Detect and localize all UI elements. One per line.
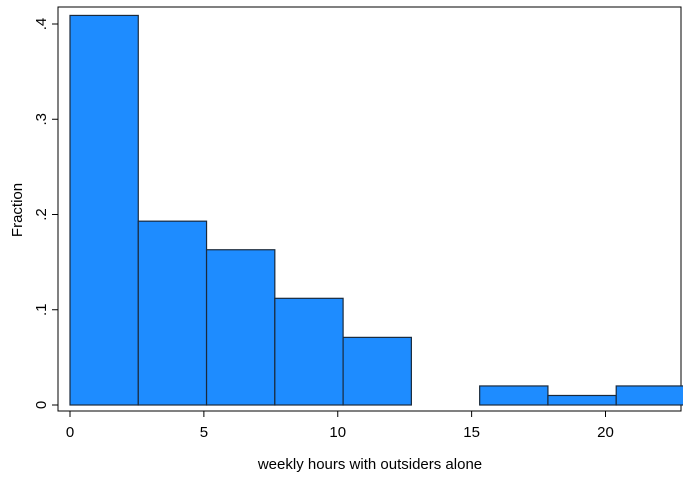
histogram-bar-7 <box>615 385 683 406</box>
y-tick-label: .3 <box>33 113 50 126</box>
bars-group <box>69 14 683 406</box>
histogram-bar-4 <box>342 336 412 406</box>
histogram-bar-0 <box>69 14 139 406</box>
x-tick-label: 5 <box>200 424 208 441</box>
histogram-bar-2 <box>205 249 276 406</box>
x-tick-label: 15 <box>463 424 480 441</box>
x-axis-title: weekly hours with outsiders alone <box>257 456 482 473</box>
x-axis: 0 5 10 15 20 <box>66 411 614 441</box>
histogram-bar-5 <box>479 385 549 406</box>
x-tick-label: 20 <box>597 424 614 441</box>
histogram-bar-6 <box>547 394 617 406</box>
y-tick-label: .1 <box>33 303 50 316</box>
histogram-bar-1 <box>137 220 208 406</box>
histogram-bar-3 <box>274 297 344 406</box>
y-tick-label: .4 <box>33 18 50 31</box>
y-axis: 0 .1 .2 .3 .4 <box>33 18 58 409</box>
x-tick-label: 0 <box>66 424 74 441</box>
y-axis-title: Fraction <box>9 183 26 237</box>
x-tick-label: 10 <box>329 424 346 441</box>
y-tick-label: .2 <box>33 208 50 221</box>
y-tick-label: 0 <box>33 401 50 409</box>
